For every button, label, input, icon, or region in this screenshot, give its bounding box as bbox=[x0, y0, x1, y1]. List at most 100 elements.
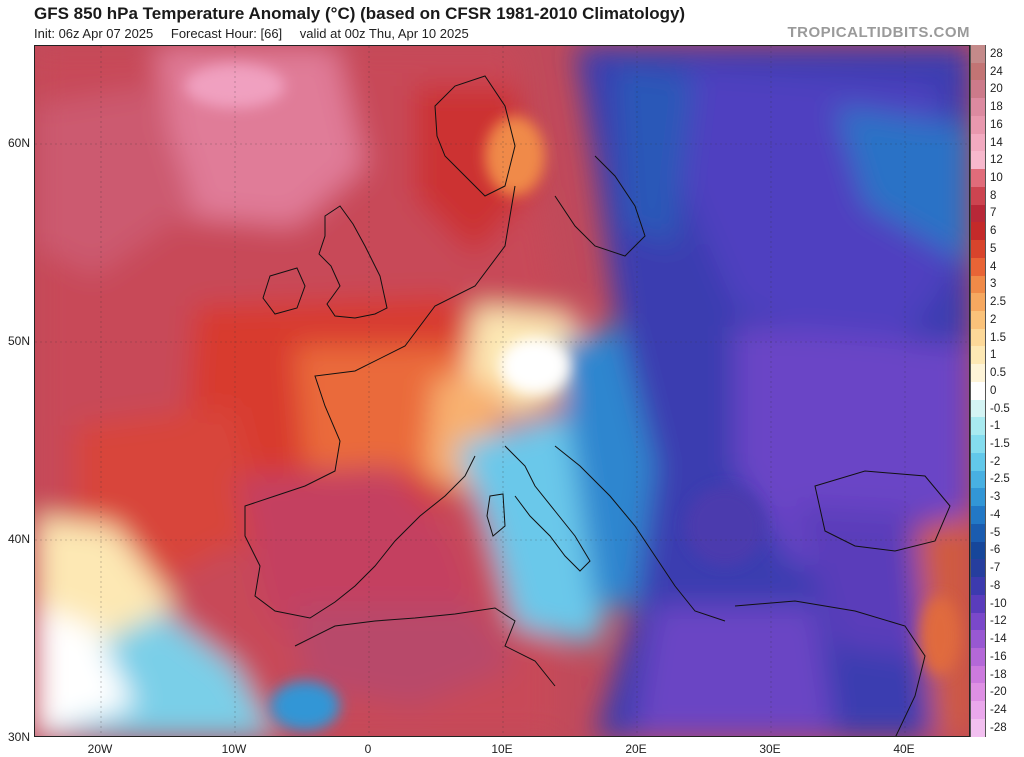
colorbar-label: -5 bbox=[990, 526, 1001, 539]
colorbar-swatch bbox=[970, 257, 986, 276]
colorbar-entry: 1.5 bbox=[970, 328, 1024, 347]
colorbar-label: 5 bbox=[990, 242, 997, 255]
colorbar-label: 12 bbox=[990, 154, 1003, 167]
colorbar-label: 3 bbox=[990, 278, 997, 291]
colorbar-label: -2 bbox=[990, 455, 1001, 468]
colorbar-label: 24 bbox=[990, 65, 1003, 78]
colorbar-swatch bbox=[970, 701, 986, 719]
colorbar-entry: -28 bbox=[970, 718, 1024, 737]
colorbar-label: -10 bbox=[990, 597, 1007, 610]
colorbar-swatch bbox=[970, 577, 986, 595]
colorbar-entry: 5 bbox=[970, 240, 1024, 258]
colorbar-swatch bbox=[970, 452, 986, 471]
colorbar-label: 7 bbox=[990, 207, 997, 220]
lat-label: 60N bbox=[7, 136, 30, 150]
colorbar-entry: -2 bbox=[970, 452, 1024, 471]
colorbar-label: -7 bbox=[990, 562, 1001, 575]
colorbar-swatch bbox=[970, 98, 986, 116]
brand-watermark: TROPICALTIDBITS.COM bbox=[787, 24, 970, 41]
colorbar-swatch bbox=[970, 133, 986, 152]
colorbar-label: -16 bbox=[990, 650, 1007, 663]
forecast-hour: Forecast Hour: [66] bbox=[170, 26, 283, 41]
colorbar-entry: 0.5 bbox=[970, 364, 1024, 382]
colorbar-entry: 20 bbox=[970, 80, 1024, 99]
colorbar-entry: -6 bbox=[970, 541, 1024, 560]
colorbar-label: -24 bbox=[990, 704, 1007, 717]
colorbar-label: -6 bbox=[990, 544, 1001, 557]
colorbar-swatch bbox=[970, 311, 986, 329]
colorbar-label: 8 bbox=[990, 189, 997, 202]
colorbar-swatch bbox=[970, 470, 986, 489]
colorbar-label: 16 bbox=[990, 118, 1003, 131]
lon-label: 40E bbox=[893, 742, 915, 756]
colorbar-label: 4 bbox=[990, 260, 997, 273]
colorbar-entry: 12 bbox=[970, 151, 1024, 170]
colorbar-entry: 0 bbox=[970, 381, 1024, 400]
colorbar-entry: 24 bbox=[970, 62, 1024, 81]
colorbar-label: -3 bbox=[990, 491, 1001, 504]
colorbar-label: -2.5 bbox=[990, 473, 1010, 486]
coastlines bbox=[244, 75, 951, 736]
colorbar-entry: 4 bbox=[970, 257, 1024, 276]
colorbar-entry: 28 bbox=[970, 45, 1024, 63]
colorbar-swatch bbox=[970, 594, 986, 613]
colorbar-swatch bbox=[970, 683, 986, 702]
lon-label: 0 bbox=[364, 742, 372, 756]
colorbar-swatch bbox=[970, 559, 986, 578]
colorbar-swatch bbox=[970, 612, 986, 631]
colorbar-label: 28 bbox=[990, 47, 1003, 60]
colorbar-entry: 10 bbox=[970, 169, 1024, 187]
colorbar-label: -18 bbox=[990, 668, 1007, 681]
colorbar-label: 0.5 bbox=[990, 367, 1006, 380]
colorbar-swatch bbox=[970, 665, 986, 684]
colorbar-swatch bbox=[970, 647, 986, 666]
colorbar-swatch bbox=[970, 381, 986, 400]
colorbar-label: -14 bbox=[990, 633, 1007, 646]
colorbar-label: -1 bbox=[990, 420, 1001, 433]
colorbar-swatch bbox=[970, 151, 986, 170]
colorbar-label: -1.5 bbox=[990, 438, 1010, 451]
lon-label: 10E bbox=[491, 742, 513, 756]
colorbar-label: 2.5 bbox=[990, 296, 1006, 309]
colorbar-swatch bbox=[970, 275, 986, 294]
colorbar-entry: -10 bbox=[970, 594, 1024, 613]
colorbar-label: -20 bbox=[990, 686, 1007, 699]
lon-label: 20E bbox=[625, 742, 647, 756]
colorbar-swatch bbox=[970, 488, 986, 507]
lat-label: 50N bbox=[7, 334, 30, 348]
colorbar-label: 6 bbox=[990, 225, 997, 238]
colorbar-label: 1 bbox=[990, 349, 997, 362]
colorbar-entry: -20 bbox=[970, 683, 1024, 702]
lat-label: 40N bbox=[7, 532, 30, 546]
colorbar-swatch bbox=[970, 523, 986, 542]
colorbar-swatch bbox=[970, 45, 986, 63]
colorbar-label: -28 bbox=[990, 721, 1007, 734]
colorbar-swatch bbox=[970, 80, 986, 99]
colorbar-entry: -24 bbox=[970, 701, 1024, 719]
colorbar-entry: -4 bbox=[970, 506, 1024, 524]
colorbar-swatch bbox=[970, 293, 986, 312]
colorbar-entry: 6 bbox=[970, 222, 1024, 241]
colorbar-swatch bbox=[970, 630, 986, 648]
colorbar-entry: 16 bbox=[970, 115, 1024, 134]
colorbar-legend: 28 24 20 18 16 14 12 10 8 7 6 5 4 3 2.5 2 1.5 1 0.5 0 -0.5 -1… bbox=[970, 45, 1024, 737]
colorbar-swatch bbox=[970, 222, 986, 241]
colorbar-swatch bbox=[970, 506, 986, 524]
colorbar-swatch bbox=[970, 541, 986, 560]
colorbar-swatch bbox=[970, 435, 986, 453]
colorbar-swatch bbox=[970, 169, 986, 187]
colorbar-entry: 7 bbox=[970, 204, 1024, 223]
colorbar-swatch bbox=[970, 399, 986, 418]
colorbar-swatch bbox=[970, 364, 986, 382]
colorbar-entry: -8 bbox=[970, 577, 1024, 595]
colorbar-label: 0 bbox=[990, 384, 997, 397]
colorbar-label: 1.5 bbox=[990, 331, 1006, 344]
colorbar-entry: -12 bbox=[970, 612, 1024, 631]
colorbar-swatch bbox=[970, 115, 986, 134]
colorbar-entry: -16 bbox=[970, 647, 1024, 666]
map-title: GFS 850 hPa Temperature Anomaly (°C) (ba… bbox=[34, 4, 686, 23]
colorbar-entry: 2 bbox=[970, 311, 1024, 329]
colorbar-entry: 8 bbox=[970, 186, 1024, 205]
colorbar-swatch bbox=[970, 62, 986, 81]
lon-label: 10W bbox=[221, 742, 247, 756]
